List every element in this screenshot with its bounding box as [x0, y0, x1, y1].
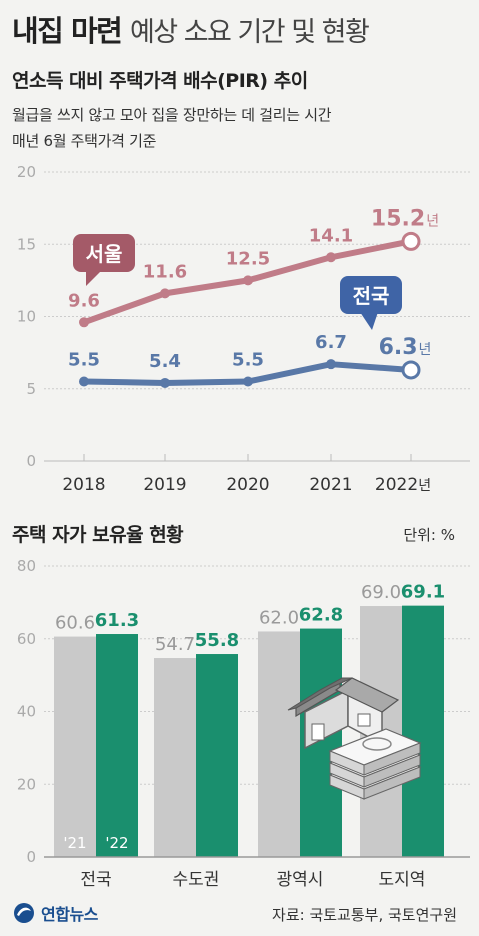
x-tick-label: 2018	[62, 475, 105, 495]
pir-chart-title: 연소득 대비 주택가격 배수(PIR) 추이	[12, 70, 308, 92]
data-point	[79, 317, 89, 328]
data-label: 12.5	[226, 248, 270, 269]
ownership-bar-chart: 0 20 40 60 80 60.6 '21 61.3 '22 전국 54.7 55.8 수도권 62.0…	[17, 557, 470, 890]
data-point-last	[401, 231, 421, 251]
bar-2022	[196, 654, 238, 857]
data-label: 14.1	[309, 225, 353, 246]
category-label: 광역시	[277, 870, 324, 890]
data-label: 11.6	[143, 261, 187, 282]
data-label: 5.5	[232, 350, 264, 371]
data-point	[160, 288, 170, 299]
y-tick-label: 80	[17, 557, 36, 575]
page-title-sub: 예상 소요 기간 및 현황	[129, 17, 370, 48]
x-tick-label: 2022년	[375, 475, 431, 495]
series-callout-label: 서울	[86, 242, 123, 266]
pir-chart-subtitle-2: 매년 6월 주택가격 기준	[12, 132, 157, 150]
data-point	[160, 377, 170, 388]
data-label: 5.4	[149, 351, 181, 372]
data-point-last	[401, 360, 421, 380]
bar-value-label: 62.0	[259, 607, 299, 628]
house-money-illustration	[287, 677, 422, 800]
bar-value-label: 60.6	[55, 613, 95, 634]
series-callout-label: 전국	[353, 284, 390, 308]
data-point	[243, 376, 253, 387]
y-tick-label: 40	[17, 703, 36, 721]
bar-value-label: 62.8	[299, 605, 343, 626]
x-tick-label: 2020	[226, 475, 269, 495]
bar-2021	[54, 636, 96, 857]
y-tick-label: 20	[17, 163, 36, 181]
bar-value-label: 54.7	[155, 634, 195, 655]
data-point	[79, 376, 89, 387]
data-point	[326, 359, 336, 370]
source-text: 자료: 국토교통부, 국토연구원	[272, 906, 457, 924]
yonhap-logo: 연합뉴스	[12, 899, 98, 927]
series-year-label: '22	[105, 834, 128, 852]
bar-value-label: 61.3	[95, 610, 139, 631]
bar-value-label: 69.0	[361, 582, 401, 603]
x-tick-label: 2019	[143, 475, 186, 495]
yonhap-logo-text: 연합뉴스	[41, 905, 98, 924]
data-label: 9.6	[68, 290, 100, 311]
category-label: 전국	[80, 870, 111, 890]
y-tick-label: 60	[17, 630, 36, 648]
pir-chart-subtitle-1: 월급을 쓰지 않고 모아 집을 장만하는 데 걸리는 시간	[12, 106, 332, 124]
bar-2022	[96, 634, 138, 857]
category-label: 도지역	[379, 870, 426, 890]
ownership-chart-title: 주택 자가 보유율 현황	[12, 524, 184, 546]
bar-2021	[154, 658, 196, 857]
bar-value-label: 55.8	[195, 630, 239, 651]
page-title: 내집 마련 예상 소요 기간 및 현황	[12, 12, 370, 52]
pir-line-chart: 0 5 10 15 20 2018 2019 2020 2021 2022년 9.6 11.6 12.5…	[17, 163, 470, 495]
y-tick-label: 10	[17, 308, 36, 326]
bar-2022	[402, 605, 444, 857]
bar-value-label: 69.1	[401, 582, 445, 603]
ownership-unit-label: 단위: %	[403, 526, 455, 544]
series-year-label: '21	[63, 834, 86, 852]
data-point	[326, 252, 336, 263]
series-callout-national: 전국	[340, 276, 402, 330]
yonhap-logo-icon	[14, 903, 34, 923]
y-tick-label: 20	[17, 775, 36, 793]
series-callout-seoul: 서울	[73, 234, 135, 286]
y-tick-label: 0	[26, 848, 36, 866]
category-label: 수도권	[173, 870, 220, 890]
y-tick-label: 15	[17, 235, 36, 253]
data-label: 6.7	[315, 332, 347, 353]
data-label: 5.5	[68, 350, 100, 371]
y-tick-label: 0	[26, 452, 36, 470]
data-point	[243, 275, 253, 286]
y-tick-label: 5	[26, 380, 36, 398]
x-tick-label: 2021	[309, 475, 352, 495]
page-title-main: 내집 마련	[12, 14, 123, 48]
bar-2021	[258, 631, 300, 857]
